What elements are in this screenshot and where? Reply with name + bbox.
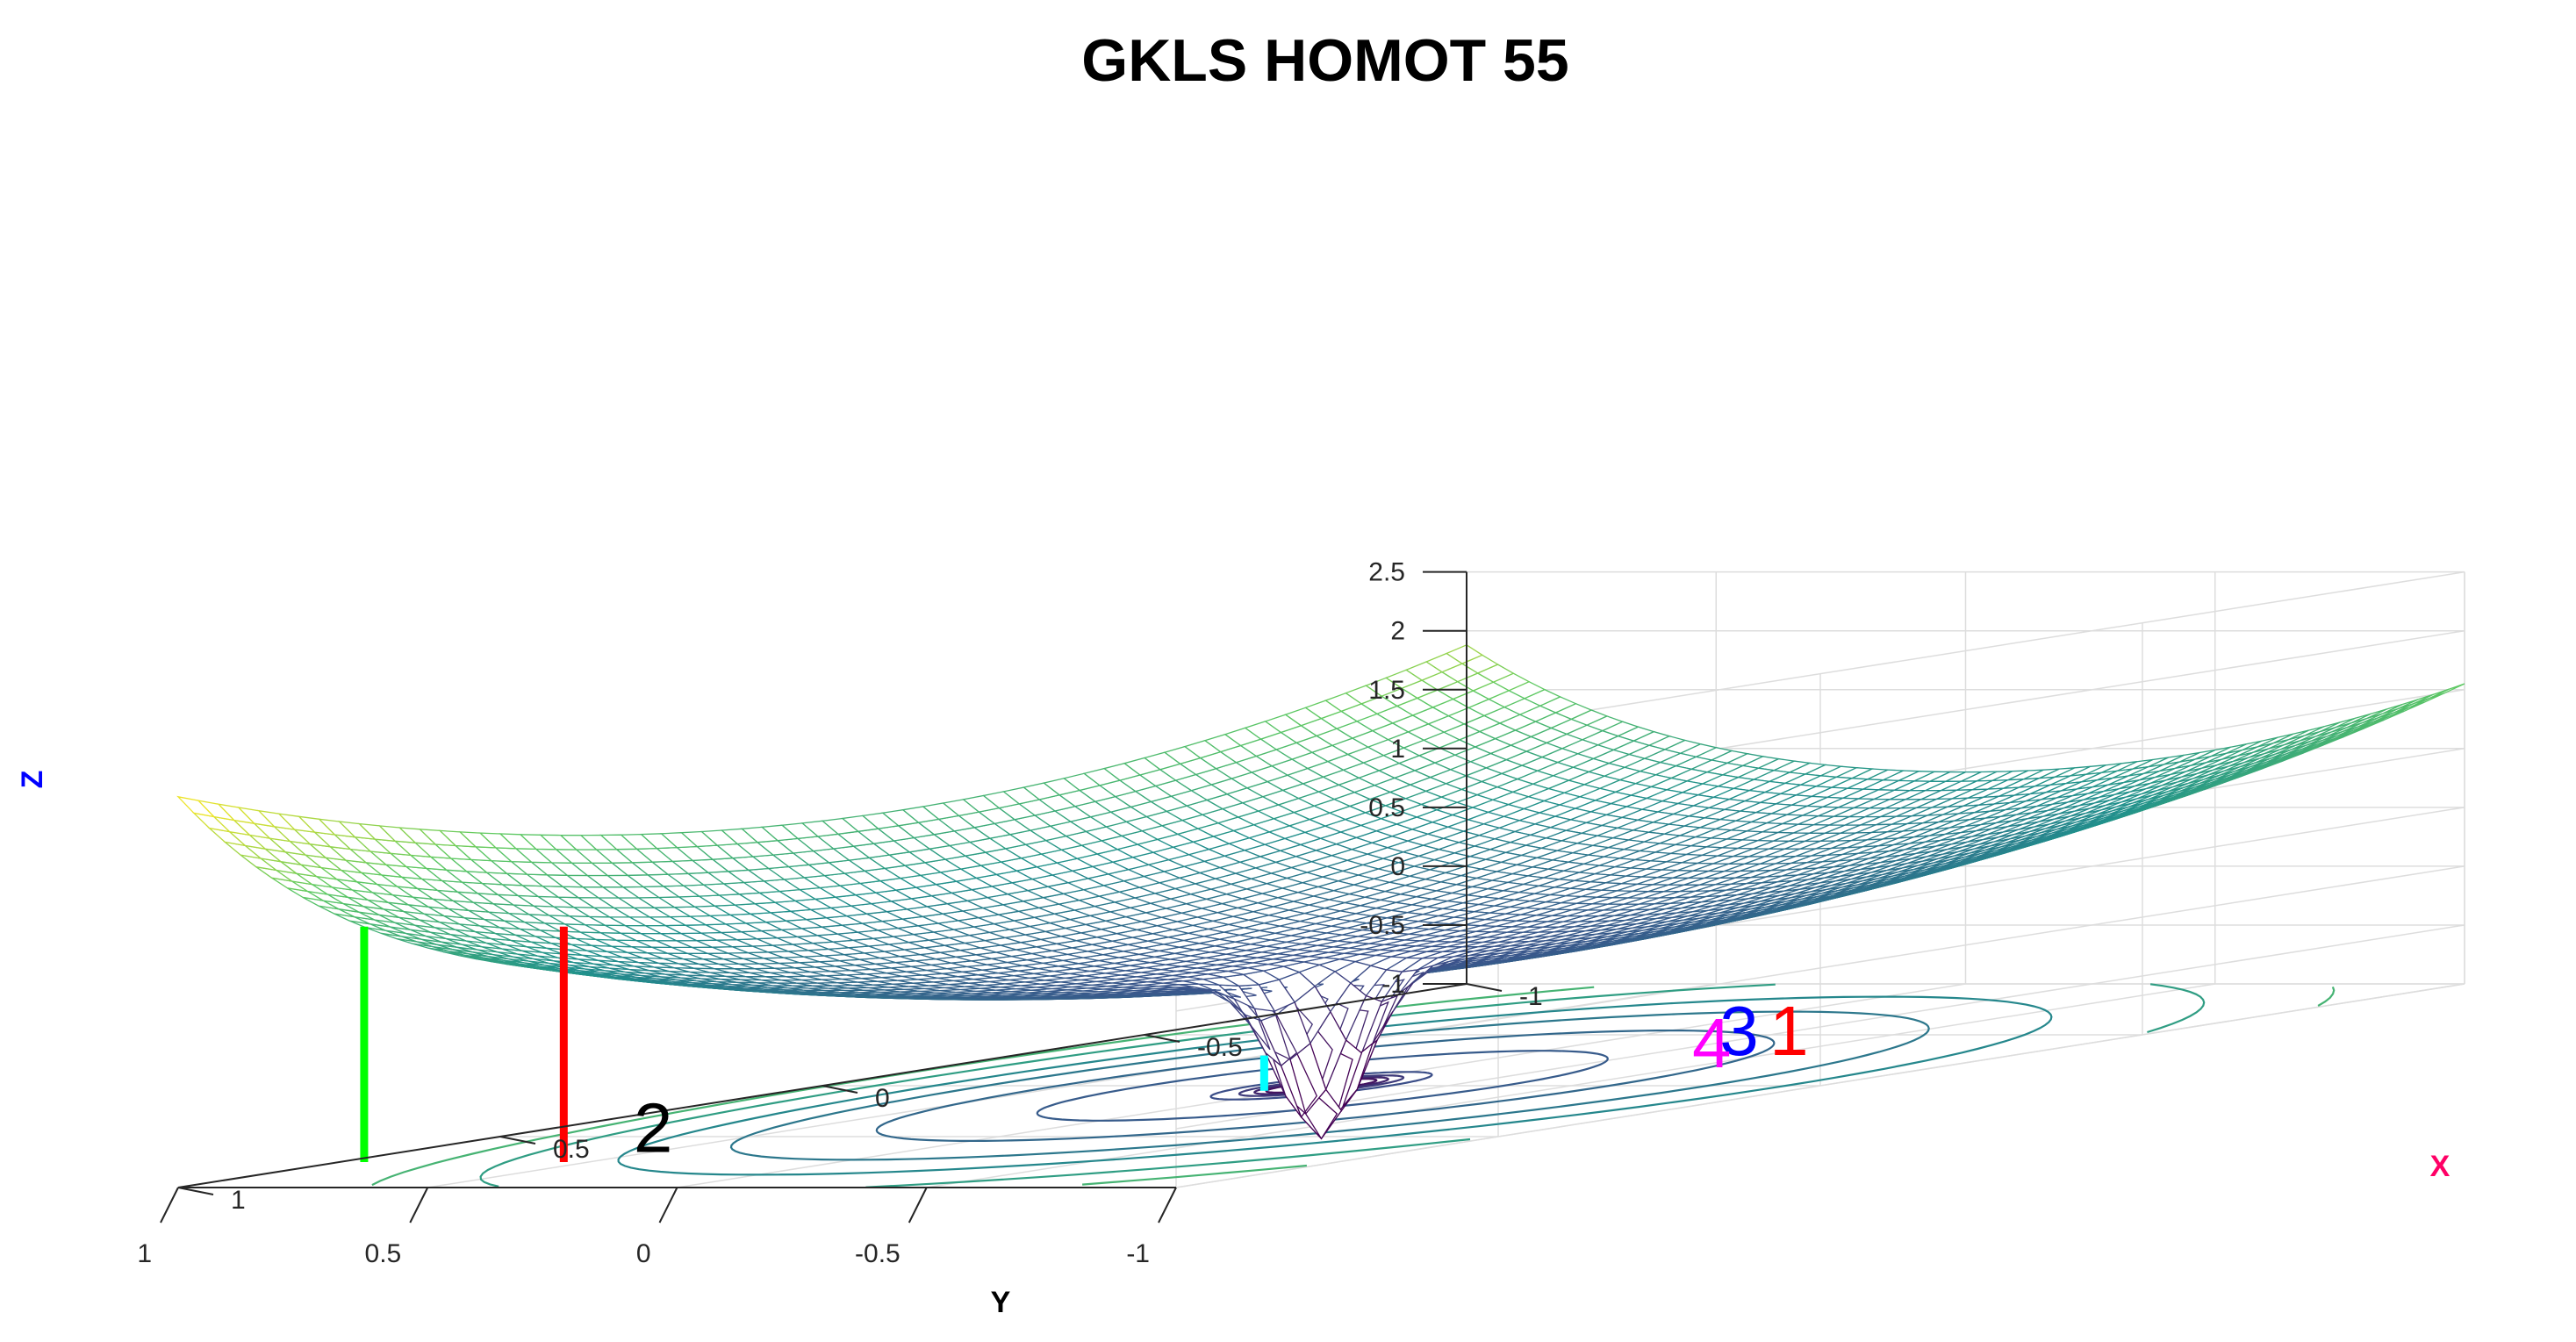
x-tick-mark — [178, 1188, 213, 1195]
z-tick-label: 2 — [1390, 617, 1405, 646]
annotation-label: 1 — [1769, 992, 1809, 1070]
y-tick-mark — [1159, 1188, 1176, 1223]
y-tick-label: 0 — [636, 1239, 651, 1268]
y-tick-label: 1 — [137, 1239, 152, 1268]
x-tick-label: 0.5 — [553, 1135, 590, 1164]
x-tick-label: -0.5 — [1197, 1033, 1243, 1062]
x-tick-label: 1 — [231, 1186, 246, 1215]
x-tick-label: -1 — [1519, 982, 1543, 1011]
chart-title: GKLS HOMOT 55 — [1081, 27, 1568, 94]
z-tick-label: 2.5 — [1368, 558, 1405, 587]
y-axis-label: Y — [991, 1286, 1011, 1319]
z-tick-label: 1 — [1390, 735, 1405, 764]
surface-mesh — [178, 645, 2465, 1139]
z-tick-label: -1 — [1381, 970, 1405, 999]
annotation-label: 4 — [1692, 1004, 1732, 1082]
y-tick-mark — [161, 1188, 178, 1223]
x-tick-label: 0 — [875, 1084, 890, 1113]
y-tick-label: -0.5 — [855, 1239, 901, 1268]
y-tick-mark — [660, 1188, 678, 1223]
y-tick-label: -1 — [1126, 1239, 1150, 1268]
z-axis-label: Z — [16, 771, 49, 789]
y-tick-mark — [410, 1188, 427, 1223]
z-tick-label: 0 — [1390, 852, 1405, 881]
x-axis-label: X — [2430, 1150, 2450, 1183]
z-tick-label: 0.5 — [1368, 793, 1405, 822]
z-tick-label: -0.5 — [1360, 911, 1405, 940]
z-tick-label: 1.5 — [1368, 676, 1405, 705]
y-tick-label: 0.5 — [365, 1239, 402, 1268]
x-tick-mark — [1467, 984, 1502, 991]
y-tick-mark — [909, 1188, 927, 1223]
annotation-label: 2 — [634, 1088, 673, 1166]
